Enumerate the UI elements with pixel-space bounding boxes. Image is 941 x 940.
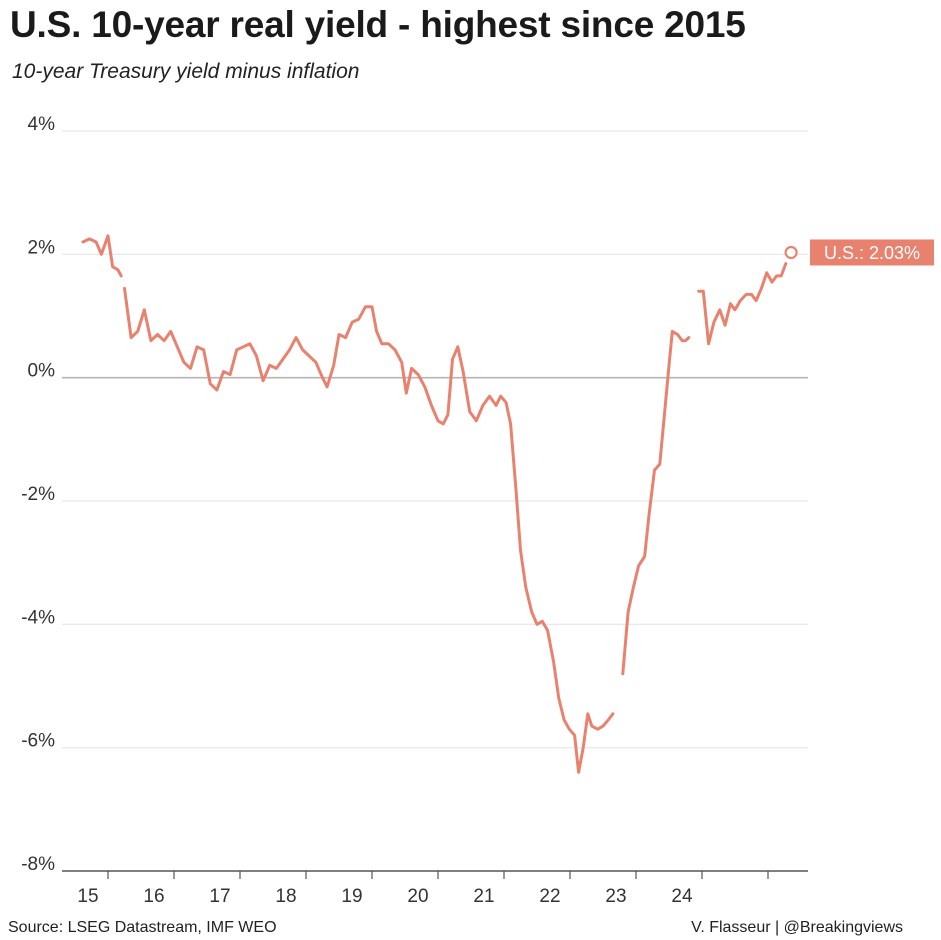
y-tick-label: 4% (28, 114, 56, 135)
y-tick-label: -6% (21, 731, 55, 752)
x-tick-label: 15 (77, 886, 98, 907)
line-chart: 4%2%0%-2%-4%-6%-8% 15 16 17 18 19 20 21 22 23 24 … (21, 114, 934, 907)
x-tick-label: 23 (605, 886, 626, 907)
x-tick-label: 18 (275, 886, 296, 907)
x-tick-label: 21 (473, 886, 494, 907)
end-label-group: U.S.: 2.03% (784, 239, 934, 266)
x-tick-label: 17 (209, 886, 230, 907)
y-tick-label: 2% (28, 237, 56, 258)
x-tick-label: 22 (539, 886, 560, 907)
y-tick-label: -8% (21, 854, 55, 875)
x-tick-label: 19 (341, 886, 362, 907)
x-tick-label: 16 (143, 886, 164, 907)
x-tick-label: 20 (407, 886, 428, 907)
author-credit: V. Flasseur | @Breakingviews (691, 919, 903, 936)
end-label-text: U.S.: 2.03% (824, 243, 920, 263)
gridlines (62, 130, 808, 872)
series-line-segment-0 (81, 234, 123, 278)
chart-subtitle: 10-year Treasury yield minus inflation (12, 60, 360, 83)
x-axis: 15 16 17 18 19 20 21 22 23 24 (77, 871, 769, 907)
series-line-segment-2 (621, 329, 691, 676)
source-note: Source: LSEG Datastream, IMF WEO (8, 919, 277, 936)
series-line-segment-3 (697, 262, 788, 346)
y-tick-label: -2% (21, 484, 55, 505)
series-lines (81, 234, 788, 774)
series-line-segment-1 (123, 286, 615, 774)
end-point-marker (784, 245, 798, 260)
chart-title: U.S. 10-year real yield - highest since … (10, 4, 746, 45)
y-tick-label: 0% (28, 361, 56, 382)
x-tick-label: 24 (671, 886, 693, 907)
y-axis-ticks: 4% 2% 0% -2% -4% -6% -8% (21, 114, 55, 875)
y-tick-label: -4% (21, 607, 55, 628)
end-label-box (810, 239, 934, 266)
